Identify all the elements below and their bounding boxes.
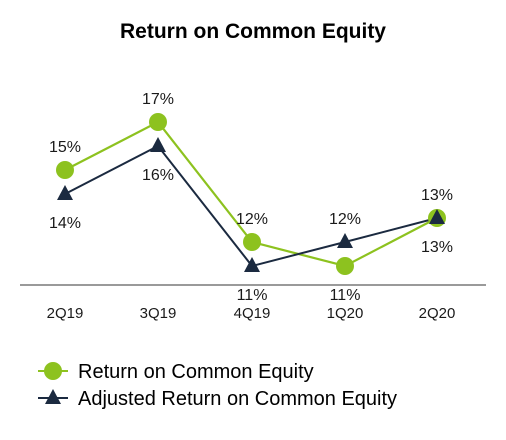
data-label: 11%	[330, 287, 361, 304]
legend: Return on Common Equity Adjusted Return o…	[38, 361, 397, 410]
x-axis-ticks: 2Q19 3Q19 4Q19 1Q20 2Q20	[47, 305, 456, 322]
data-label: 16%	[142, 167, 174, 184]
x-tick-label: 1Q20	[327, 305, 364, 322]
data-label: 13%	[421, 239, 453, 256]
x-tick-label: 3Q19	[140, 305, 177, 322]
series-0-point	[56, 161, 74, 179]
legend-label: Adjusted Return on Common Equity	[78, 388, 397, 410]
data-label: 17%	[142, 91, 174, 108]
legend-label: Return on Common Equity	[78, 361, 314, 383]
series-1-point	[337, 233, 353, 248]
data-labels: 15% 14% 17% 16% 12% 11% 12% 11% 13% 13%	[49, 91, 453, 304]
series-1-point	[150, 137, 166, 152]
data-label: 12%	[329, 211, 361, 228]
series-1-point	[244, 257, 260, 272]
x-tick-label: 2Q20	[419, 305, 456, 322]
series-1-point	[429, 209, 445, 224]
x-tick-label: 4Q19	[234, 305, 271, 322]
data-label: 15%	[49, 139, 81, 156]
legend-marker	[45, 389, 61, 404]
data-label: 12%	[236, 211, 268, 228]
chart-title: Return on Common Equity	[120, 20, 386, 43]
legend-marker	[44, 362, 62, 380]
series-0-point	[243, 233, 261, 251]
data-label: 13%	[421, 187, 453, 204]
x-tick-label: 2Q19	[47, 305, 84, 322]
series-0-point	[149, 113, 167, 131]
data-label: 14%	[49, 215, 81, 232]
series-1-point	[57, 185, 73, 200]
data-label: 11%	[237, 287, 268, 304]
series-0-point	[336, 257, 354, 275]
series-markers	[56, 113, 446, 275]
